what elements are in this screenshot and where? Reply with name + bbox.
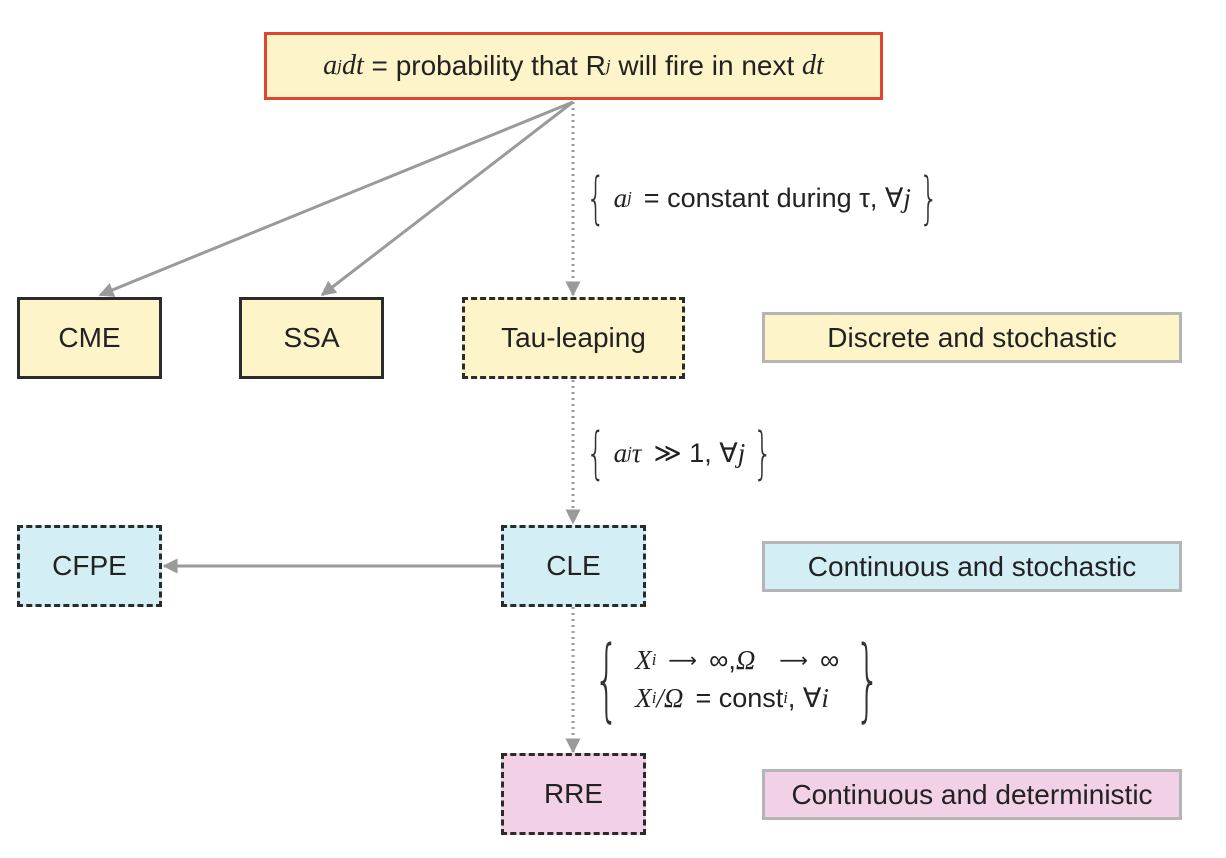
c1-j: j [627, 188, 632, 207]
c3-x2: X [635, 682, 652, 713]
node-ssa-label: SSA [283, 322, 340, 353]
c3-inf-1: ∞, [709, 644, 736, 675]
c2-text: ≫ 1, ∀ [653, 437, 738, 468]
node-cle: CLE [501, 525, 646, 607]
c2-jj: j [737, 437, 746, 468]
c3-const-sub: i [783, 688, 788, 707]
node-cfpe-label: CFPE [52, 550, 127, 581]
definition-text-rest: will fire in next [610, 50, 803, 81]
node-tau-label: Tau-leaping [501, 322, 646, 353]
reaction-subscript: j [605, 56, 611, 75]
c2-a: a [613, 437, 628, 468]
c3-arrow-2: ⟶ [779, 649, 809, 672]
propensity-subscript: j [337, 56, 342, 75]
dt-symbol-2: dt [802, 50, 824, 81]
node-cfpe: CFPE [17, 525, 162, 607]
c3-forall: , ∀ [787, 682, 822, 713]
legend-cont-stoch-label: Continuous and stochastic [807, 550, 1137, 582]
legend-continuous-stochastic: Continuous and stochastic [762, 541, 1182, 592]
legend-cont-det-label: Continuous and deterministic [791, 778, 1153, 810]
propensity-symbol: a [323, 50, 338, 81]
legend-discrete-label: Discrete and stochastic [827, 321, 1117, 353]
c3-i: i [651, 650, 657, 669]
legend-continuous-deterministic: Continuous and deterministic [762, 769, 1182, 820]
c1-jj: j [903, 182, 911, 213]
right-brace: } [855, 626, 881, 732]
c3-inf-2: ∞ [820, 644, 840, 675]
c3-arrow-1: ⟶ [668, 649, 698, 672]
c2-tau: τ [631, 437, 642, 468]
node-cle-label: CLE [546, 550, 601, 581]
left-brace: { [586, 165, 606, 231]
node-rre: RRE [501, 753, 646, 835]
c3-ii: i [821, 682, 829, 713]
c1-text: = constant during τ, ∀ [643, 182, 904, 213]
edge-top-to-cme [98, 100, 574, 297]
edge-top-to-ssa [320, 100, 574, 297]
c3-x: X [635, 644, 652, 675]
legend-discrete-stochastic: Discrete and stochastic [762, 312, 1182, 363]
node-tau-leaping: Tau-leaping [462, 297, 685, 379]
node-cme-label: CME [58, 322, 121, 353]
node-ssa: SSA [239, 297, 384, 379]
definition-text: = probability that R [363, 50, 606, 81]
left-brace: { [586, 420, 606, 486]
c3-const: = const [695, 682, 784, 713]
c1-a: a [613, 182, 628, 213]
c3-i2: i [651, 688, 657, 707]
node-cme: CME [17, 297, 162, 379]
node-rre-label: RRE [543, 778, 604, 809]
c3-slash-omega: /Ω [656, 682, 684, 713]
left-brace: { [593, 626, 620, 732]
c3-omega: Ω [735, 644, 756, 675]
right-brace: } [753, 420, 773, 486]
c2-j: j [627, 443, 632, 462]
right-brace: } [918, 165, 939, 231]
dt-symbol: dt [342, 50, 364, 81]
